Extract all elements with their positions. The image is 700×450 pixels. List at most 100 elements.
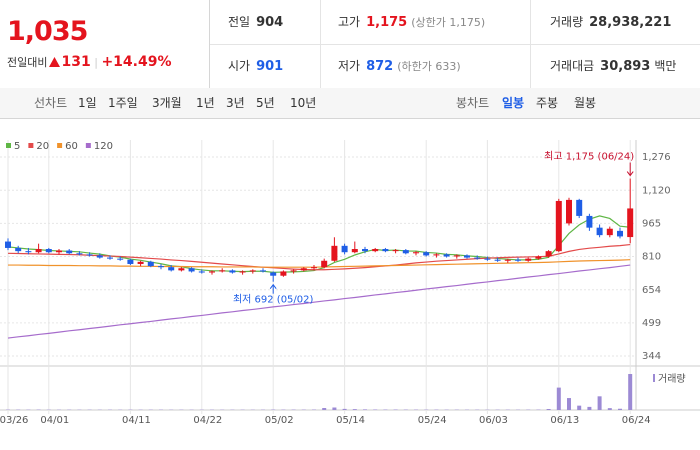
change: 전일대비 131 | +14.49% bbox=[7, 54, 172, 70]
legend-label: 5 bbox=[14, 141, 20, 152]
legend-swatch bbox=[85, 143, 91, 148]
candle-body bbox=[321, 260, 328, 268]
ma-line bbox=[7, 264, 631, 339]
tab[interactable]: 5년 bbox=[256, 96, 275, 110]
stats-row: 전일 904 고가 1,175 (상한가 1,175) 거래량 28,938,221 bbox=[210, 0, 700, 45]
candle-body bbox=[219, 270, 226, 272]
candle-body bbox=[484, 258, 491, 260]
volume-bar bbox=[567, 398, 571, 410]
stat: 전일 904 bbox=[228, 0, 283, 44]
volume-bar bbox=[628, 374, 633, 410]
ma-line bbox=[8, 259, 631, 268]
stat-unit: 백만 bbox=[654, 59, 677, 73]
change-value: 131 bbox=[61, 54, 91, 70]
divider bbox=[530, 0, 531, 44]
candle-body bbox=[453, 255, 460, 257]
candle-body bbox=[117, 258, 124, 260]
legend-swatch bbox=[6, 143, 11, 148]
volume-bar bbox=[577, 405, 582, 410]
stats-row: 시가 901 저가 872 (하한가 633) 거래대금 30,893 백만 bbox=[210, 44, 700, 88]
candle-body bbox=[535, 256, 542, 259]
stat-extra: (하한가 633) bbox=[397, 60, 461, 73]
candle-body bbox=[96, 255, 103, 258]
volume-bar bbox=[332, 407, 337, 410]
candle-body bbox=[290, 270, 297, 272]
annotation: 최고 1,175 (06/24) bbox=[544, 151, 634, 163]
candle-body bbox=[107, 257, 113, 259]
candle-body bbox=[270, 272, 277, 276]
candle-body bbox=[525, 258, 532, 261]
candle-body bbox=[474, 257, 481, 259]
candle-body bbox=[198, 271, 205, 273]
candle-body bbox=[300, 268, 307, 271]
candle-body bbox=[596, 227, 603, 236]
tab[interactable]: 1년 bbox=[196, 96, 215, 110]
tab[interactable]: 월봉 bbox=[574, 96, 597, 110]
volume-label: 거래량 bbox=[658, 373, 686, 385]
candle-body bbox=[443, 254, 450, 257]
stat-value: 28,938,221 bbox=[589, 15, 672, 30]
candle-body bbox=[545, 251, 552, 257]
stat: 고가 1,175 (상한가 1,175) bbox=[338, 0, 485, 44]
tab[interactable]: 1일 bbox=[78, 96, 97, 110]
x-tick-label: 05/02 bbox=[265, 415, 294, 426]
candle-body bbox=[566, 199, 572, 224]
tab[interactable]: 3년 bbox=[226, 96, 245, 110]
candle-body bbox=[423, 252, 430, 256]
tab-group-label: 선차트 bbox=[34, 96, 68, 110]
y-tick-label: 654 bbox=[642, 285, 661, 296]
candle-body bbox=[188, 268, 195, 272]
y-tick-label: 1,120 bbox=[642, 185, 671, 196]
legend-swatch bbox=[57, 143, 63, 148]
stat-label: 시가 bbox=[228, 59, 251, 73]
x-tick-label: 04/01 bbox=[40, 415, 69, 426]
volume-bar bbox=[556, 387, 561, 410]
tab[interactable]: 주봉 bbox=[536, 96, 559, 110]
tab[interactable]: 일봉 bbox=[502, 96, 525, 110]
volume-bar bbox=[322, 408, 327, 410]
candle-body bbox=[372, 249, 379, 252]
volume-bar bbox=[546, 409, 551, 410]
stat-value: 1,175 bbox=[366, 15, 408, 30]
x-tick-label: 06/24 bbox=[622, 415, 651, 426]
candle-body bbox=[249, 270, 256, 272]
candle-body bbox=[464, 255, 470, 258]
candle-body bbox=[362, 249, 368, 252]
stat-label: 저가 bbox=[338, 59, 361, 73]
tab[interactable]: 10년 bbox=[290, 96, 317, 110]
tab-group-label: 봉차트 bbox=[456, 96, 490, 110]
stat-label: 거래량 bbox=[550, 15, 584, 29]
candle-body bbox=[433, 254, 440, 256]
candle-body bbox=[127, 259, 134, 264]
legend-swatch bbox=[653, 374, 655, 382]
candle-body bbox=[382, 249, 389, 252]
volume-bar bbox=[597, 396, 602, 410]
tab[interactable]: 3개월 bbox=[152, 96, 182, 110]
tab-bar: 선차트 1일 1주일 3개월 1년 3년 5년 10년 봉차트 일봉 주봉 월봉 bbox=[0, 88, 700, 119]
candle-body bbox=[627, 208, 634, 238]
candle-body bbox=[56, 250, 62, 253]
candle-body bbox=[586, 215, 593, 228]
divider bbox=[320, 0, 321, 44]
x-tick-label: 06/03 bbox=[479, 415, 508, 426]
tab[interactable]: 1주일 bbox=[108, 96, 138, 110]
stat-label: 거래대금 bbox=[550, 59, 595, 73]
stat-value: 904 bbox=[256, 15, 284, 30]
legend-label: 20 bbox=[36, 141, 49, 152]
price-box: 1,035 전일대비 131 | +14.49% bbox=[0, 0, 210, 88]
header: 1,035 전일대비 131 | +14.49% 전일 904 고가 1,175 (상한가… bbox=[0, 0, 700, 89]
volume-bar bbox=[618, 408, 622, 410]
candle-body bbox=[576, 199, 583, 216]
candle-body bbox=[76, 253, 83, 255]
candle-body bbox=[239, 271, 246, 273]
divider bbox=[530, 44, 531, 88]
stat-label: 전일 bbox=[228, 15, 251, 29]
candle-body bbox=[280, 271, 287, 276]
legend-swatch bbox=[28, 143, 34, 148]
candle-body bbox=[392, 250, 399, 252]
x-tick-label: 05/24 bbox=[418, 415, 447, 426]
y-tick-label: 1,276 bbox=[642, 152, 671, 163]
legend-label: 120 bbox=[94, 141, 113, 152]
candle-body bbox=[25, 251, 32, 253]
candle-body bbox=[555, 200, 562, 252]
